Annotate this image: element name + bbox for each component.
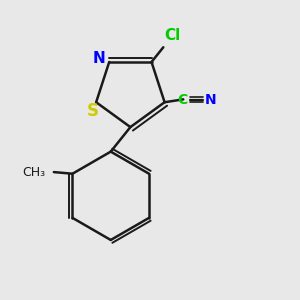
Text: N: N: [204, 92, 216, 106]
Text: CH₃: CH₃: [22, 166, 46, 178]
Text: S: S: [87, 102, 99, 120]
Text: C: C: [178, 92, 188, 106]
Text: Cl: Cl: [165, 28, 181, 43]
Text: N: N: [93, 51, 106, 66]
